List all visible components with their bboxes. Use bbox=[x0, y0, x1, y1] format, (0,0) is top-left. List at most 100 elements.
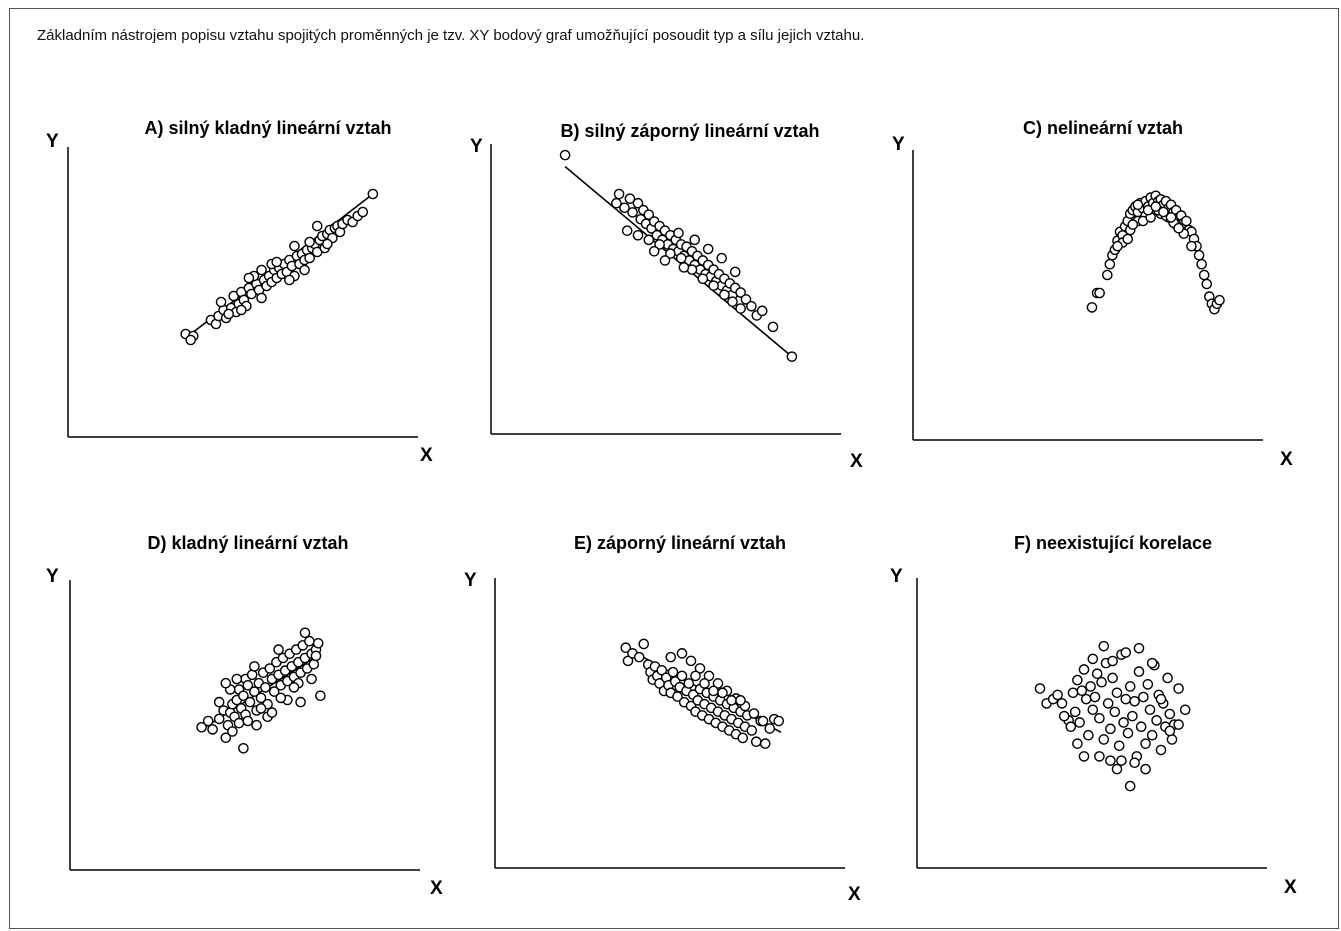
scatter-point bbox=[1058, 710, 1070, 722]
scatter-point bbox=[703, 670, 715, 682]
scatter-point bbox=[196, 722, 207, 733]
scatter-point bbox=[1186, 240, 1197, 252]
panel-5 bbox=[916, 578, 1267, 869]
scatter-point bbox=[315, 690, 326, 702]
scatter-point bbox=[1076, 685, 1088, 696]
panel-title: F) neexistující korelace bbox=[1013, 533, 1213, 553]
scatter-point bbox=[1104, 258, 1116, 270]
scatter-point bbox=[1086, 302, 1098, 313]
scatter-point bbox=[1138, 691, 1149, 703]
scatter-point bbox=[1214, 294, 1225, 306]
scatter-point bbox=[690, 670, 701, 682]
scatter-point bbox=[306, 673, 317, 685]
scatter-point bbox=[227, 726, 238, 737]
scatter-point bbox=[1179, 704, 1191, 716]
scatter-point bbox=[1065, 721, 1077, 733]
y-axis-label: Y bbox=[892, 134, 905, 155]
scatter-point bbox=[643, 234, 655, 246]
scatter-point bbox=[1120, 693, 1132, 705]
intro-text: Základním nástrojem popisu vztahu spojit… bbox=[37, 27, 865, 44]
scatter-point bbox=[716, 252, 728, 264]
scatter-point bbox=[236, 304, 247, 316]
scatter-point bbox=[624, 193, 636, 204]
scatter-point bbox=[1098, 734, 1110, 745]
scatter-point bbox=[1111, 687, 1123, 699]
scatter-point bbox=[238, 743, 249, 754]
scatter-point bbox=[767, 321, 779, 333]
scatter-point bbox=[273, 644, 284, 655]
scatter-point bbox=[726, 695, 737, 706]
scatter-point bbox=[1078, 751, 1090, 762]
scatter-point bbox=[242, 680, 254, 691]
scatter-point bbox=[1173, 719, 1184, 730]
scatter-point bbox=[367, 188, 379, 200]
y-axis-label: Y bbox=[890, 566, 903, 587]
scatter-point bbox=[750, 736, 762, 748]
scatter-point bbox=[223, 308, 234, 320]
scatter-point bbox=[699, 678, 710, 689]
scatter-point bbox=[1124, 780, 1136, 792]
panel-1 bbox=[490, 144, 841, 435]
scatter-point bbox=[1034, 683, 1046, 694]
scatter-point bbox=[289, 240, 300, 252]
scatter-point bbox=[675, 252, 687, 264]
scatter-point bbox=[621, 225, 633, 236]
scatter-point bbox=[1144, 704, 1156, 716]
scatter-point bbox=[1201, 278, 1213, 290]
scatter-point bbox=[667, 666, 679, 678]
scatter-point bbox=[559, 149, 571, 161]
scatter-point bbox=[1113, 740, 1125, 752]
scatter-point bbox=[1091, 668, 1103, 680]
scatter-point bbox=[243, 272, 255, 284]
scatter-point bbox=[620, 642, 632, 654]
y-axis-label: Y bbox=[470, 136, 483, 157]
scatter-point bbox=[717, 687, 728, 699]
scatter-point bbox=[665, 651, 677, 663]
scatter-point bbox=[748, 708, 760, 719]
scatter-point bbox=[1072, 674, 1083, 686]
scatter-point bbox=[1155, 744, 1167, 756]
scatter-point bbox=[299, 264, 310, 276]
scatter-point bbox=[654, 239, 665, 250]
panel-2 bbox=[912, 150, 1263, 441]
scatter-point bbox=[735, 695, 746, 706]
scatter-point bbox=[1166, 734, 1178, 745]
y-axis-label: Y bbox=[46, 131, 59, 152]
scatter-point bbox=[1155, 693, 1167, 705]
scatter-point bbox=[729, 266, 741, 278]
scatter-point bbox=[1118, 717, 1129, 728]
scatter-point bbox=[1124, 681, 1136, 692]
scatter-point bbox=[268, 686, 280, 697]
scatter-point bbox=[1122, 233, 1133, 245]
scatter-point bbox=[1146, 729, 1158, 741]
scatter-point bbox=[213, 696, 225, 708]
scatter-point bbox=[708, 280, 719, 291]
scatter-point bbox=[694, 663, 706, 674]
scatter-point bbox=[773, 715, 785, 727]
scatter-point bbox=[746, 300, 757, 312]
scatter-point bbox=[295, 696, 306, 708]
scatter-point bbox=[220, 677, 232, 689]
scatter-point bbox=[1109, 706, 1121, 718]
scatter-point bbox=[712, 678, 724, 689]
scatter-point bbox=[271, 256, 283, 268]
panel-3 bbox=[69, 580, 420, 871]
scatter-point bbox=[1083, 729, 1094, 741]
x-axis-label: X bbox=[1280, 449, 1293, 470]
panel-title: D) kladný lineární vztah bbox=[147, 533, 349, 553]
scatter-point bbox=[746, 725, 758, 736]
scatter-point bbox=[1107, 655, 1118, 667]
scatter-point bbox=[683, 678, 695, 689]
scatter-point bbox=[740, 294, 752, 305]
scatter-point bbox=[673, 227, 684, 239]
scatter-point bbox=[312, 638, 324, 649]
scatter-point bbox=[264, 663, 276, 674]
scatter-point bbox=[304, 252, 315, 264]
scatter-point bbox=[207, 724, 218, 735]
scatter-point bbox=[244, 696, 256, 708]
scatter-point bbox=[249, 686, 260, 697]
scatter-point bbox=[1181, 215, 1192, 227]
scatter-point bbox=[1158, 206, 1169, 218]
scatter-point bbox=[1111, 763, 1123, 775]
scatter-point bbox=[311, 220, 323, 232]
